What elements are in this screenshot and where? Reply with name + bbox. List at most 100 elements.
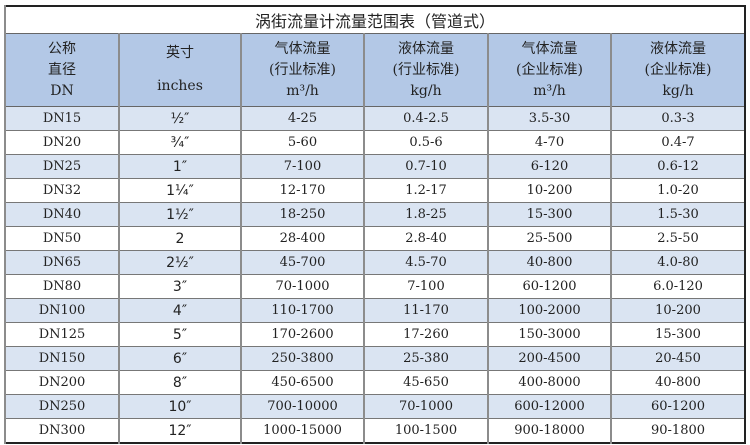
cell-dn: DN250: [4, 394, 119, 419]
header-line1: 液体流量: [650, 40, 707, 57]
cell-gas-enterprise: 60-1200: [487, 274, 611, 299]
cell-gas-enterprise: 100-2000: [487, 298, 611, 323]
header-line2: (企业标准): [516, 61, 583, 78]
header-line3: kg/h: [662, 82, 694, 99]
cell-inches: 6″: [118, 346, 241, 371]
table-title: 涡街流量计流量范围表（管道式）: [3, 6, 746, 34]
cell-inches: 2: [118, 226, 241, 251]
cell-gas-industry: 7-100: [240, 154, 364, 179]
flow-range-table: 涡街流量计流量范围表（管道式） 公称 直径 DN 英寸 inches 气体流量 (行业标准)…: [3, 5, 747, 444]
table-row: DN50 2 28-400 2.8-40 25-500 2.5-50: [4, 226, 746, 251]
cell-gas-industry: 250-3800: [240, 346, 364, 371]
cell-liquid-enterprise: 1.5-30: [609, 202, 746, 227]
cell-gas-enterprise: 40-800: [487, 250, 611, 275]
cell-dn: DN300: [4, 418, 119, 444]
cell-liquid-industry: 2.8-40: [363, 226, 488, 251]
table-row: DN80 3″ 70-1000 7-100 60-1200 6.0-120: [4, 274, 746, 299]
cell-liquid-enterprise: 10-200: [609, 298, 746, 323]
cell-dn: DN50: [4, 226, 119, 251]
cell-gas-enterprise: 4-70: [487, 130, 611, 155]
table-row: DN15 ½″ 4-25 0.4-2.5 3.5-30 0.3-3: [4, 106, 746, 131]
cell-liquid-industry: 25-380: [363, 346, 488, 371]
cell-liquid-enterprise: 60-1200: [609, 394, 746, 419]
table-row: DN100 4″ 110-1700 11-170 100-2000 10-200: [4, 298, 746, 323]
cell-dn: DN40: [4, 202, 119, 227]
cell-liquid-enterprise: 2.5-50: [609, 226, 746, 251]
cell-inches: 1½″: [118, 202, 241, 227]
cell-dn: DN150: [4, 346, 119, 371]
cell-gas-enterprise: 900-18000: [487, 418, 611, 444]
cell-liquid-industry: 45-650: [363, 370, 488, 395]
cell-gas-enterprise: 10-200: [487, 178, 611, 203]
cell-liquid-industry: 1.8-25: [363, 202, 488, 227]
cell-gas-industry: 170-2600: [240, 322, 364, 347]
cell-gas-enterprise: 15-300: [487, 202, 611, 227]
cell-gas-industry: 12-170: [240, 178, 364, 203]
header-line1: 气体流量: [274, 40, 331, 57]
cell-liquid-industry: 0.4-2.5: [363, 106, 488, 131]
cell-inches: 3″: [118, 274, 241, 299]
table-body: DN15 ½″ 4-25 0.4-2.5 3.5-30 0.3-3 DN20 ¾″ 5-60 0.…: [4, 106, 746, 444]
header-line1: 公称: [48, 40, 76, 57]
cell-gas-industry: 18-250: [240, 202, 364, 227]
cell-dn: DN15: [4, 106, 119, 131]
header-line2: (企业标准): [644, 61, 712, 78]
table-row: DN300 12″ 1000-15000 100-1500 900-18000 90-18…: [4, 418, 746, 444]
header-dn: 公称 直径 DN: [4, 33, 119, 107]
cell-dn: DN125: [4, 322, 119, 347]
table-row: DN20 ¾″ 5-60 0.5-6 4-70 0.4-7: [4, 130, 746, 155]
cell-gas-industry: 5-60: [240, 130, 364, 155]
table-row: DN250 10″ 700-10000 70-1000 600-12000 60-1200: [4, 394, 746, 419]
cell-gas-industry: 4-25: [240, 106, 364, 131]
cell-gas-enterprise: 600-12000: [487, 394, 611, 419]
cell-gas-enterprise: 150-3000: [487, 322, 611, 347]
cell-inches: 8″: [118, 370, 241, 395]
header-line2: (行业标准): [392, 61, 460, 78]
table-row: DN40 1½″ 18-250 1.8-25 15-300 1.5-30: [4, 202, 746, 227]
cell-dn: DN65: [4, 250, 119, 275]
header-line3: m³/h: [533, 82, 566, 99]
header-line2: (行业标准): [269, 61, 336, 78]
table-row: DN125 5″ 170-2600 17-260 150-3000 15-300: [4, 322, 746, 347]
header-gas-industry: 气体流量 (行业标准) m³/h: [240, 33, 364, 107]
cell-liquid-enterprise: 20-450: [609, 346, 746, 371]
table-row: DN32 1¼″ 12-170 1.2-17 10-200 1.0-20: [4, 178, 746, 203]
cell-dn: DN80: [4, 274, 119, 299]
cell-liquid-industry: 7-100: [363, 274, 488, 299]
cell-liquid-industry: 17-260: [363, 322, 488, 347]
header-line3: DN: [50, 82, 74, 99]
cell-liquid-enterprise: 90-1800: [609, 418, 746, 444]
cell-dn: DN200: [4, 370, 119, 395]
cell-inches: ¾″: [118, 130, 241, 155]
cell-gas-enterprise: 200-4500: [487, 346, 611, 371]
cell-liquid-enterprise: 15-300: [609, 322, 746, 347]
cell-liquid-industry: 100-1500: [363, 418, 488, 444]
table-row: DN25 1″ 7-100 0.7-10 6-120 0.6-12: [4, 154, 746, 179]
header-inches: 英寸 inches: [118, 33, 241, 107]
cell-liquid-industry: 1.2-17: [363, 178, 488, 203]
table-row: DN200 8″ 450-6500 45-650 400-8000 40-800: [4, 370, 746, 395]
cell-liquid-industry: 70-1000: [363, 394, 488, 419]
cell-liquid-industry: 11-170: [363, 298, 488, 323]
cell-liquid-enterprise: 0.4-7: [609, 130, 746, 155]
cell-inches: 5″: [118, 322, 241, 347]
header-line3: kg/h: [410, 82, 442, 99]
cell-inches: 4″: [118, 298, 241, 323]
cell-liquid-industry: 0.7-10: [363, 154, 488, 179]
cell-gas-enterprise: 400-8000: [487, 370, 611, 395]
cell-liquid-enterprise: 40-800: [609, 370, 746, 395]
cell-liquid-enterprise: 1.0-20: [609, 178, 746, 203]
cell-gas-industry: 28-400: [240, 226, 364, 251]
cell-inches: 1″: [118, 154, 241, 179]
cell-liquid-industry: 4.5-70: [363, 250, 488, 275]
cell-gas-industry: 1000-15000: [240, 418, 364, 444]
header-line1: 气体流量: [521, 40, 578, 57]
cell-gas-industry: 45-700: [240, 250, 364, 275]
cell-dn: DN25: [4, 154, 119, 179]
header-liquid-industry: 液体流量 (行业标准) kg/h: [363, 33, 488, 107]
cell-inches: 12″: [118, 418, 241, 444]
cell-gas-industry: 110-1700: [240, 298, 364, 323]
cell-gas-industry: 70-1000: [240, 274, 364, 299]
cell-inches: 2½″: [118, 250, 241, 275]
header-row: 公称 直径 DN 英寸 inches 气体流量 (行业标准) m³/h 液体流量 (行业标准) kg…: [4, 33, 746, 107]
